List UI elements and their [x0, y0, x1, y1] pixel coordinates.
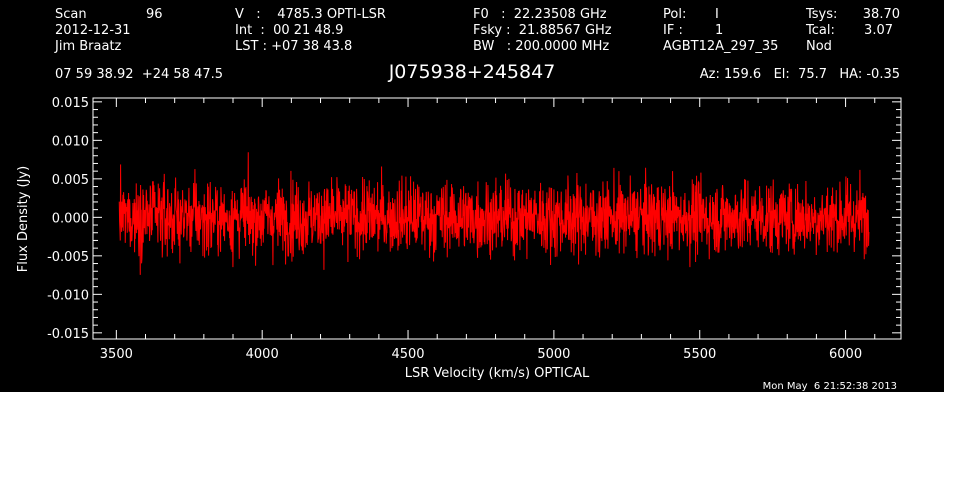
- y-tick-label: -0.015: [47, 327, 89, 342]
- y-tick-label: 0.005: [52, 173, 89, 188]
- y-axis-ticks: [93, 101, 901, 334]
- source-coordinates: 07 59 38.92 +24 58 47.5: [55, 67, 223, 82]
- rest-frequency-line: F0 : 22.23508 GHz: [473, 7, 607, 22]
- project-id: AGBT12A_297_35: [663, 39, 778, 54]
- y-tick-label: 0.010: [52, 134, 89, 149]
- x-tick-label: 4000: [246, 347, 279, 362]
- y-tick-label: 0.000: [52, 211, 89, 226]
- if-label: IF :: [663, 23, 683, 38]
- x-axis-label: LSR Velocity (km/s) OPTICAL: [405, 366, 590, 381]
- pointing-info: Az: 159.6 El: 75.7 HA: -0.35: [700, 67, 900, 82]
- tsys-value: 38.70: [863, 7, 900, 22]
- y-tick-label: 0.015: [52, 96, 89, 111]
- tick-labels: 3500 4000 4500 5000 5500 6000 -0.015 -0.010 -0.0…: [47, 96, 862, 362]
- y-tick-label: -0.010: [47, 288, 89, 303]
- x-tick-label: 3500: [100, 347, 133, 362]
- series-layer: [118, 152, 870, 275]
- source-title: J075938+245847: [388, 61, 556, 83]
- polarization-value: I: [715, 7, 719, 22]
- integration-line: Int : 00 21 48.9: [235, 23, 343, 38]
- x-tick-label: 4500: [391, 347, 424, 362]
- x-axis-ticks: [115, 98, 876, 339]
- observation-date: 2012-12-31: [55, 23, 131, 38]
- x-tick-label: 5000: [537, 347, 570, 362]
- scan-label: Scan: [55, 7, 87, 22]
- x-tick-label: 6000: [829, 347, 862, 362]
- velocity-line: V : 4785.3 OPTI-LSR: [235, 7, 386, 22]
- spectrum-chart: Scan 96 2012-12-31 Jim Braatz 07 59 38.9…: [16, 7, 902, 392]
- plot-timestamp: Mon May 6 21:52:38 2013: [763, 381, 897, 392]
- bandwidth-line: BW : 200.0000 MHz: [473, 39, 609, 54]
- observer-name: Jim Braatz: [54, 39, 122, 54]
- tsys-label: Tsys:: [805, 7, 837, 22]
- plot-window: Scan 96 2012-12-31 Jim Braatz 07 59 38.9…: [0, 0, 944, 392]
- tcal-value: 3.07: [864, 23, 893, 38]
- plot-frame: [92, 97, 902, 340]
- tcal-label: Tcal:: [805, 23, 835, 38]
- if-value: 1: [715, 23, 723, 38]
- scan-value: 96: [146, 7, 163, 22]
- y-tick-label: -0.005: [47, 250, 89, 265]
- sky-frequency-line: Fsky : 21.88567 GHz: [473, 23, 612, 38]
- lst-line: LST : +07 38 43.8: [235, 39, 352, 54]
- polarization-label: Pol:: [663, 7, 686, 22]
- y-axis-label: Flux Density (Jy): [16, 166, 31, 272]
- x-tick-label: 5500: [683, 347, 716, 362]
- observing-mode: Nod: [806, 39, 832, 54]
- spectrum-series-line: [118, 152, 870, 275]
